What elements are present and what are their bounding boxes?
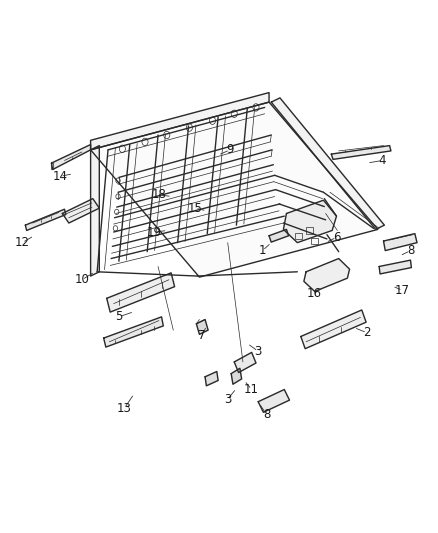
Polygon shape bbox=[91, 93, 269, 150]
Text: 2: 2 bbox=[363, 326, 371, 340]
Polygon shape bbox=[51, 163, 53, 169]
Bar bbox=[295, 232, 302, 239]
Polygon shape bbox=[91, 146, 99, 276]
Bar bbox=[311, 238, 318, 244]
Polygon shape bbox=[304, 259, 350, 292]
Polygon shape bbox=[107, 273, 175, 312]
Polygon shape bbox=[283, 200, 336, 243]
Polygon shape bbox=[196, 319, 208, 334]
Text: 15: 15 bbox=[187, 201, 202, 215]
Text: 5: 5 bbox=[115, 310, 123, 324]
Polygon shape bbox=[301, 310, 366, 349]
Polygon shape bbox=[231, 368, 242, 384]
Text: 9: 9 bbox=[226, 143, 233, 156]
Text: 3: 3 bbox=[254, 345, 262, 358]
Polygon shape bbox=[379, 260, 411, 274]
Text: 6: 6 bbox=[333, 231, 340, 244]
Text: 14: 14 bbox=[53, 170, 67, 183]
Bar bbox=[306, 227, 313, 233]
Polygon shape bbox=[269, 229, 289, 242]
Polygon shape bbox=[331, 146, 391, 159]
Text: 3: 3 bbox=[224, 393, 231, 406]
Text: 17: 17 bbox=[395, 284, 410, 297]
Polygon shape bbox=[25, 209, 66, 230]
Polygon shape bbox=[234, 352, 256, 373]
Polygon shape bbox=[205, 372, 218, 386]
Text: 1: 1 bbox=[259, 244, 266, 257]
Text: 8: 8 bbox=[407, 244, 414, 257]
Text: 12: 12 bbox=[15, 236, 30, 249]
Text: 11: 11 bbox=[244, 383, 259, 396]
Polygon shape bbox=[384, 233, 417, 251]
Text: 7: 7 bbox=[198, 329, 205, 342]
Polygon shape bbox=[62, 199, 99, 223]
Text: 19: 19 bbox=[147, 225, 162, 239]
Polygon shape bbox=[51, 144, 91, 169]
Text: 8: 8 bbox=[263, 408, 271, 422]
Text: 18: 18 bbox=[152, 189, 166, 201]
Polygon shape bbox=[91, 102, 378, 277]
Text: 10: 10 bbox=[74, 273, 89, 286]
Polygon shape bbox=[258, 390, 290, 413]
Text: 16: 16 bbox=[306, 287, 321, 300]
Polygon shape bbox=[104, 317, 163, 347]
Text: 13: 13 bbox=[117, 402, 131, 415]
Text: 4: 4 bbox=[378, 154, 386, 167]
Polygon shape bbox=[271, 98, 385, 229]
